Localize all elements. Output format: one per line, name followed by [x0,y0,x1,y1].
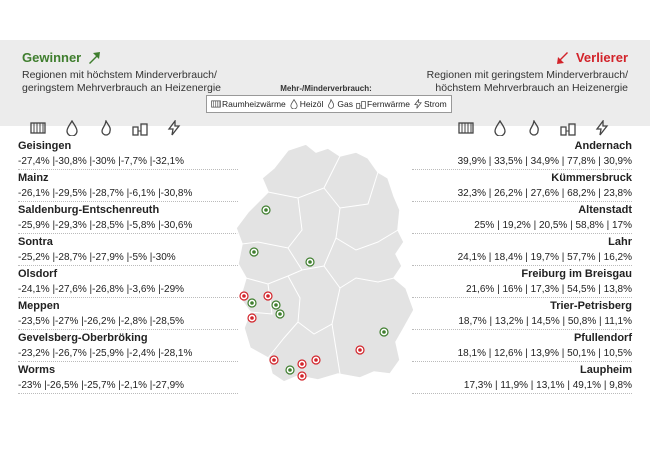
winner-markers [247,205,389,375]
district-heating-icon [356,101,366,109]
gas-flame-icon [328,99,335,109]
district-heating-icon [560,123,576,136]
list-item: Altenstadt 25% | 19,2% | 20,5% | 58,8% | … [412,202,632,234]
legend-item-fernwaerme: Fernwärme [356,99,410,109]
arrow-down-left-icon [556,51,568,64]
loser-title: Verlierer [388,50,628,65]
list-item: Saldenburg-Entschenreuth -25,9% |-29,3% |… [18,202,238,234]
legend-item-heizoel: Heizöl [289,99,323,109]
loser-subtitle: Regionen mit geringstem Minderverbrauch/… [426,69,628,94]
oil-drop-icon [290,99,298,109]
list-item: Meppen -23,5% |-27% |-26,2% |-2,8% |-28,5… [18,298,238,330]
legend-title: Mehr-/Minderverbrauch: [280,84,372,93]
legend-item-gas: Gas [326,99,353,109]
legend-item-strom: Strom [413,99,447,109]
loser-header: Verlierer Regionen mit geringstem Minder… [388,50,628,94]
list-item: Mainz -26,1% |-29,5% |-28,7% |-6,1% |-30,… [18,170,238,202]
lightning-icon [595,120,609,136]
arrow-up-right-icon [89,51,101,64]
lightning-icon [414,99,422,109]
list-item: Sontra -25,2% |-28,7% |-27,9% |-5% |-30% [18,234,238,266]
loser-list: Andernach 39,9% | 33,5% | 34,9% | 77,8% |… [412,138,632,394]
list-item: Andernach 39,9% | 33,5% | 34,9% | 77,8% |… [412,138,632,170]
winner-subtitle: Regionen mit höchstem Minderverbrauch/ g… [22,69,222,94]
legend-box: Raumheizwärme Heizöl Gas Fernwärme Strom [206,95,452,113]
lightning-icon [167,120,181,136]
germany-map [235,143,415,383]
list-item: Trier-Petrisberg 18,7% | 13,2% | 14,5% | … [412,298,632,330]
legend-item-raumheizwaerme: Raumheizwärme [211,99,286,109]
list-item: Olsdorf -24,1% |-27,6% |-26,8% |-3,6% |-2… [18,266,238,298]
winner-header: Gewinner Regionen mit höchstem Minderver… [22,50,252,94]
legend: Mehr-/Minderverbrauch: Raumheizwärme Hei… [206,84,452,114]
list-item: Geisingen -27,4% |-30,8% |-30% |-7,7% |-3… [18,138,238,170]
list-item: Laupheim 17,3% | 11,9% | 13,1% | 49,1% | … [412,362,632,394]
district-heating-icon [132,123,148,136]
oil-drop-icon [494,120,506,136]
loser-markers [239,291,365,381]
gas-flame-icon [101,120,111,136]
gas-flame-icon [529,120,539,136]
winner-title: Gewinner [22,50,252,65]
list-item: Worms -23% |-26,5% |-25,7% |-2,1% |-27,9% [18,362,238,394]
radiator-icon [30,122,46,134]
state-borders [241,155,399,375]
list-item: Freiburg im Breisgau 21,6% | 16% | 17,3% … [412,266,632,298]
list-item: Gevelsberg-Oberbröking -23,2% |-26,7% |-2… [18,330,238,362]
loser-icon-row [458,120,610,136]
winner-icon-row [30,120,182,136]
radiator-icon [458,122,474,134]
list-item: Lahr 24,1% | 18,4% | 19,7% | 57,7% | 16,2… [412,234,632,266]
radiator-icon [211,100,221,108]
oil-drop-icon [66,120,78,136]
winner-list: Geisingen -27,4% |-30,8% |-30% |-7,7% |-3… [18,138,238,394]
list-item: Kümmersbruck 32,3% | 26,2% | 27,6% | 68,2… [412,170,632,202]
list-item: Pfullendorf 18,1% | 12,6% | 13,9% | 50,1%… [412,330,632,362]
